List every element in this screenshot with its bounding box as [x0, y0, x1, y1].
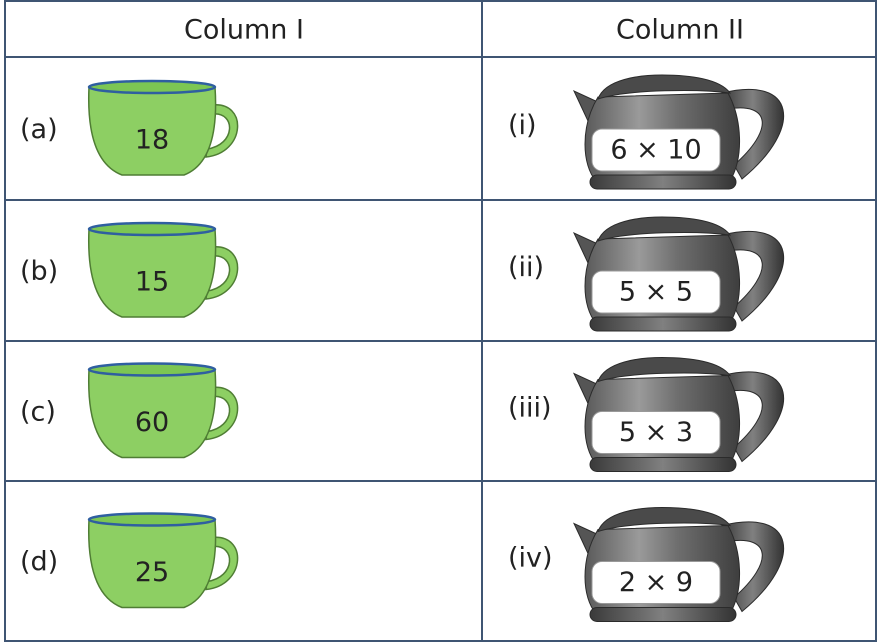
- kettle-base: [589, 607, 737, 622]
- kettle-lid: [597, 74, 732, 100]
- cup-handle: [205, 246, 239, 300]
- cup-rim: [87, 512, 217, 527]
- cup-body: [87, 518, 217, 609]
- cup-number: 18: [135, 125, 169, 156]
- cup-rim: [87, 362, 217, 377]
- kettle-expression: 5 × 3: [619, 417, 693, 448]
- cup-handle: [205, 386, 239, 441]
- cup-body: [87, 228, 217, 318]
- kettle-base: [589, 174, 737, 190]
- column-header: Column II: [616, 15, 744, 46]
- kettle: [572, 216, 785, 332]
- cup: [87, 362, 239, 459]
- cup-number: 25: [135, 557, 169, 588]
- kettle: [572, 506, 785, 622]
- cup-rim: [87, 221, 217, 237]
- match-label: (i): [508, 110, 537, 141]
- cup-handle: [205, 536, 239, 591]
- kettle-handle: [721, 230, 785, 322]
- match-label: (iii): [508, 393, 552, 424]
- kettle-expression: 2 × 9: [619, 567, 693, 598]
- kettle-handle: [721, 521, 785, 613]
- kettle-label-box: [591, 411, 721, 454]
- kettle-label-box: [591, 128, 721, 172]
- cup: [87, 221, 239, 318]
- kettle-lid: [597, 506, 732, 533]
- kettle-expression: 5 × 5: [619, 277, 693, 308]
- kettle-handle: [721, 88, 785, 180]
- kettle: [572, 356, 785, 472]
- column-header: Column I: [184, 15, 304, 46]
- row-label: (b): [20, 256, 58, 287]
- cup-body: [87, 368, 217, 459]
- table-border: [4, 0, 877, 642]
- kettle-handle: [721, 371, 785, 463]
- kettle-lid: [597, 216, 732, 242]
- cup-rim: [87, 79, 217, 95]
- row-label: (c): [20, 397, 56, 428]
- cup-number: 60: [135, 407, 169, 438]
- row-label: (d): [20, 547, 58, 578]
- cup-body: [87, 86, 217, 176]
- kettle-expression: 6 × 10: [610, 135, 701, 166]
- kettle-lid: [597, 356, 732, 383]
- kettle-label-box: [591, 270, 721, 314]
- cup-number: 15: [135, 267, 169, 298]
- kettle: [572, 74, 785, 190]
- match-label: (ii): [508, 252, 544, 283]
- kettle-label-box: [591, 561, 721, 604]
- cup-handle: [205, 104, 239, 158]
- kettle-base: [589, 316, 737, 332]
- cup: [87, 512, 239, 609]
- cup: [87, 79, 239, 176]
- match-label: (iv): [508, 543, 553, 574]
- kettle-base: [589, 457, 737, 472]
- row-label: (a): [20, 114, 58, 145]
